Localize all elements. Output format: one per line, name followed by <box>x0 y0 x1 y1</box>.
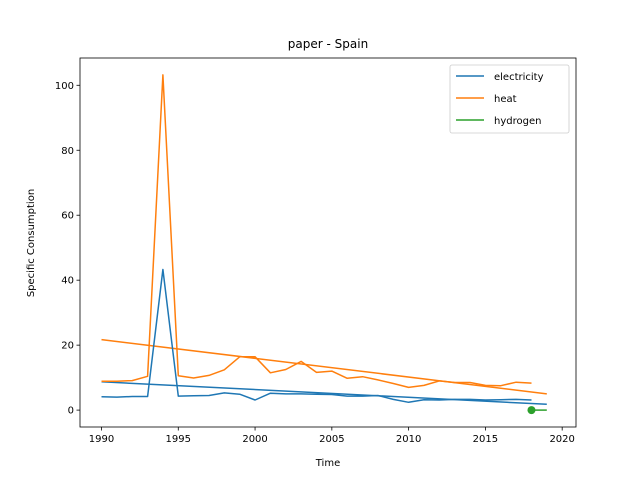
x-tick-label: 2020 <box>549 434 574 445</box>
x-tick-label: 2010 <box>396 434 421 445</box>
trend-line-electricity <box>101 381 547 406</box>
x-axis-label: Time <box>315 458 340 469</box>
plot-frame <box>79 57 577 428</box>
data-point-hydrogen <box>527 406 536 415</box>
x-tick-label: 1995 <box>166 434 191 445</box>
legend-label-hydrogen: hydrogen <box>494 116 541 127</box>
y-tick-label: 60 <box>61 211 74 222</box>
legend: electricity heat hydrogen <box>449 64 570 134</box>
legend-box <box>449 64 570 134</box>
y-tick-label: 0 <box>68 406 74 417</box>
y-tick-label: 40 <box>61 276 74 287</box>
series-line-electricity <box>101 268 532 404</box>
x-tick-label: 2000 <box>242 434 267 445</box>
y-axis-label: Specific Consumption <box>26 189 37 297</box>
y-tick-label: 100 <box>55 81 74 92</box>
y-tick-label: 80 <box>61 146 74 157</box>
trend-line-heat <box>101 338 547 395</box>
chart-title: paper - Spain <box>288 37 368 51</box>
x-tick-label: 2005 <box>319 434 344 445</box>
legend-label-heat: heat <box>494 94 517 105</box>
x-tick-label: 2015 <box>473 434 498 445</box>
series-line-heat <box>101 74 532 389</box>
y-tick-label: 20 <box>61 341 74 352</box>
x-tick-label: 1990 <box>89 434 114 445</box>
legend-label-electricity: electricity <box>494 72 544 83</box>
